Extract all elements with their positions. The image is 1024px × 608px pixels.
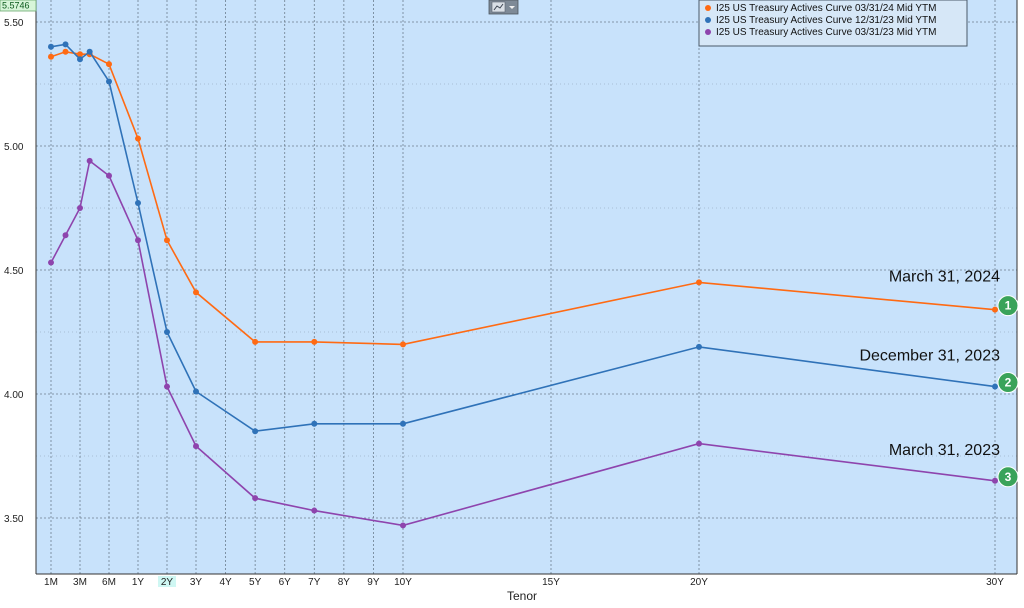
series-2-point xyxy=(193,388,199,395)
series-3-point xyxy=(400,522,406,529)
legend-label-3: I25 US Treasury Actives Curve 03/31/23 M… xyxy=(716,27,936,38)
x-axis-title: Tenor xyxy=(507,589,537,603)
x-tick-label: 1M xyxy=(44,577,58,588)
annotation-label-1: March 31, 2024 xyxy=(889,269,1000,286)
series-3-point xyxy=(62,232,69,239)
series-2-point xyxy=(696,343,702,350)
annotation-badge-number-3: 3 xyxy=(1005,470,1012,484)
y-tick-label: 3.50 xyxy=(4,514,24,525)
x-tick-label: 15Y xyxy=(542,577,560,588)
series-1-point xyxy=(252,338,259,345)
series-1-point xyxy=(696,279,702,286)
x-tick-label: 3M xyxy=(73,577,87,588)
chart-type-button[interactable] xyxy=(488,0,519,15)
series-2-point xyxy=(135,200,141,207)
legend-marker-3 xyxy=(705,29,711,35)
series-2-point xyxy=(252,428,259,435)
series-3-point xyxy=(193,443,199,450)
axes: 3.50 4.00 4.50 5.00 5.50 1M 3M 6M 1Y 2Y 3Y 4Y 5Y 6Y 7Y… xyxy=(4,0,1018,603)
series-3-point xyxy=(86,157,93,164)
series-1-point xyxy=(992,306,998,313)
x-tick-label: 30Y xyxy=(986,577,1004,588)
series-2-point xyxy=(400,420,406,427)
y-tick-label: 5.50 xyxy=(4,18,24,29)
series-3-point xyxy=(992,477,998,484)
series-3-point xyxy=(135,237,141,244)
series-2-point xyxy=(48,43,54,50)
x-tick-label: 2Y xyxy=(161,577,174,588)
annotation-label-3: March 31, 2023 xyxy=(889,442,1000,459)
x-tick-highlight xyxy=(158,576,176,587)
top-value-label: 5.5746 xyxy=(2,1,30,11)
annotation-badge-1 xyxy=(997,295,1019,317)
y-tick-label: 4.50 xyxy=(4,266,24,277)
series-1-point xyxy=(164,237,170,244)
series-3-point xyxy=(696,440,702,447)
legend-label-2: I25 US Treasury Actives Curve 12/31/23 M… xyxy=(716,15,936,26)
legend-marker-2 xyxy=(705,17,711,23)
annotations: March 31, 2024 1 December 31, 2023 2 March 3… xyxy=(859,269,1019,488)
series-2-point xyxy=(164,329,170,335)
series-1-point xyxy=(62,48,69,55)
annotation-badge-2 xyxy=(997,372,1019,394)
y-tick-label: 4.00 xyxy=(4,390,24,401)
series-3-point xyxy=(77,205,83,211)
series-2-point xyxy=(992,383,998,390)
top-value-label-box xyxy=(0,0,37,12)
legend: I25 US Treasury Actives Curve 03/31/24 M… xyxy=(698,0,968,47)
series-2-point xyxy=(77,56,83,63)
legend-label-1: I25 US Treasury Actives Curve 03/31/24 M… xyxy=(716,3,936,14)
series-lines xyxy=(48,41,998,529)
series-3-point xyxy=(311,507,318,514)
y-tick-label: 5.00 xyxy=(4,142,24,153)
series-3-point xyxy=(252,495,259,502)
series-1-point xyxy=(106,61,112,68)
series-2-point xyxy=(62,41,69,48)
series-1-point xyxy=(77,51,83,58)
series-1-point xyxy=(311,338,318,345)
plot-area xyxy=(36,0,1017,574)
x-tick-label: 9Y xyxy=(367,577,380,588)
x-tick-label: 3Y xyxy=(190,577,203,588)
legend-marker-1 xyxy=(705,5,711,11)
annotation-badge-number-2: 2 xyxy=(1005,376,1012,390)
annotation-label-2: December 31, 2023 xyxy=(859,348,1000,365)
series-3-point xyxy=(48,259,54,266)
series-1-point xyxy=(135,135,141,142)
series-1-point xyxy=(400,341,406,348)
x-tick-label: 10Y xyxy=(394,577,412,588)
x-tick-label: 7Y xyxy=(308,577,321,588)
series-2-point xyxy=(86,48,93,55)
legend-box xyxy=(698,0,968,47)
series-3-point xyxy=(106,172,112,179)
series-2-point xyxy=(311,420,318,427)
x-tick-label: 6Y xyxy=(279,577,292,588)
series-1-point xyxy=(193,289,199,296)
x-tick-label: 1Y xyxy=(132,577,145,588)
series-1-point xyxy=(48,53,54,60)
series-2-point xyxy=(106,78,112,85)
x-tick-label: 4Y xyxy=(219,577,232,588)
annotation-badge-3 xyxy=(997,466,1019,488)
x-tick-label: 6M xyxy=(102,577,116,588)
x-tick-label: 20Y xyxy=(690,577,708,588)
annotation-badge-number-1: 1 xyxy=(1005,299,1012,313)
x-tick-label: 8Y xyxy=(338,577,351,588)
chevron-down-icon xyxy=(509,6,515,9)
series-3-point xyxy=(164,383,170,390)
x-tick-label: 5Y xyxy=(249,577,262,588)
